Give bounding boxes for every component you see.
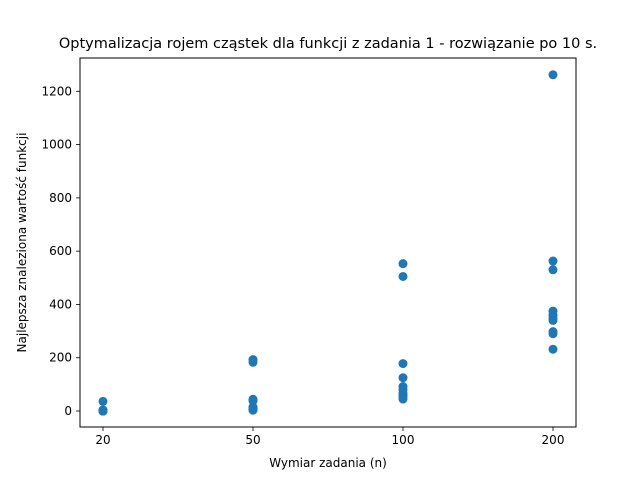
data-point xyxy=(548,256,558,266)
data-point xyxy=(548,70,558,80)
data-point xyxy=(398,373,408,383)
y-tick-label: 800 xyxy=(49,191,72,205)
data-point xyxy=(548,344,558,354)
x-axis-label: Wymiar zadania (n) xyxy=(269,456,387,470)
data-point xyxy=(548,329,558,339)
data-point xyxy=(98,406,108,416)
x-tick-label: 50 xyxy=(245,433,260,447)
data-point xyxy=(248,357,258,367)
data-points xyxy=(98,70,558,416)
y-tick-label: 600 xyxy=(49,244,72,258)
x-tick-label: 100 xyxy=(392,433,415,447)
chart-title: Optymalizacja rojem cząstek dla funkcji … xyxy=(59,36,597,52)
data-point xyxy=(248,405,258,415)
y-tick-label: 1200 xyxy=(41,84,72,98)
x-tick-label: 200 xyxy=(542,433,565,447)
data-point xyxy=(548,265,558,275)
data-point xyxy=(398,359,408,369)
data-point xyxy=(98,396,108,406)
x-axis-ticks: 20 50 100 200 xyxy=(95,427,564,447)
plot-area-frame xyxy=(79,57,577,428)
y-tick-label: 0 xyxy=(64,404,72,418)
data-point xyxy=(398,271,408,281)
y-tick-label: 1000 xyxy=(41,138,72,152)
data-point xyxy=(398,259,408,269)
y-axis-label: Najlepsza znaleziona wartość funkcji xyxy=(15,133,29,353)
y-tick-label: 200 xyxy=(49,351,72,365)
y-tick-label: 400 xyxy=(49,297,72,311)
data-point xyxy=(398,394,408,404)
y-axis-ticks: 0 200 400 600 800 1000 1200 xyxy=(41,84,80,418)
data-point xyxy=(548,315,558,325)
x-tick-label: 20 xyxy=(95,433,110,447)
